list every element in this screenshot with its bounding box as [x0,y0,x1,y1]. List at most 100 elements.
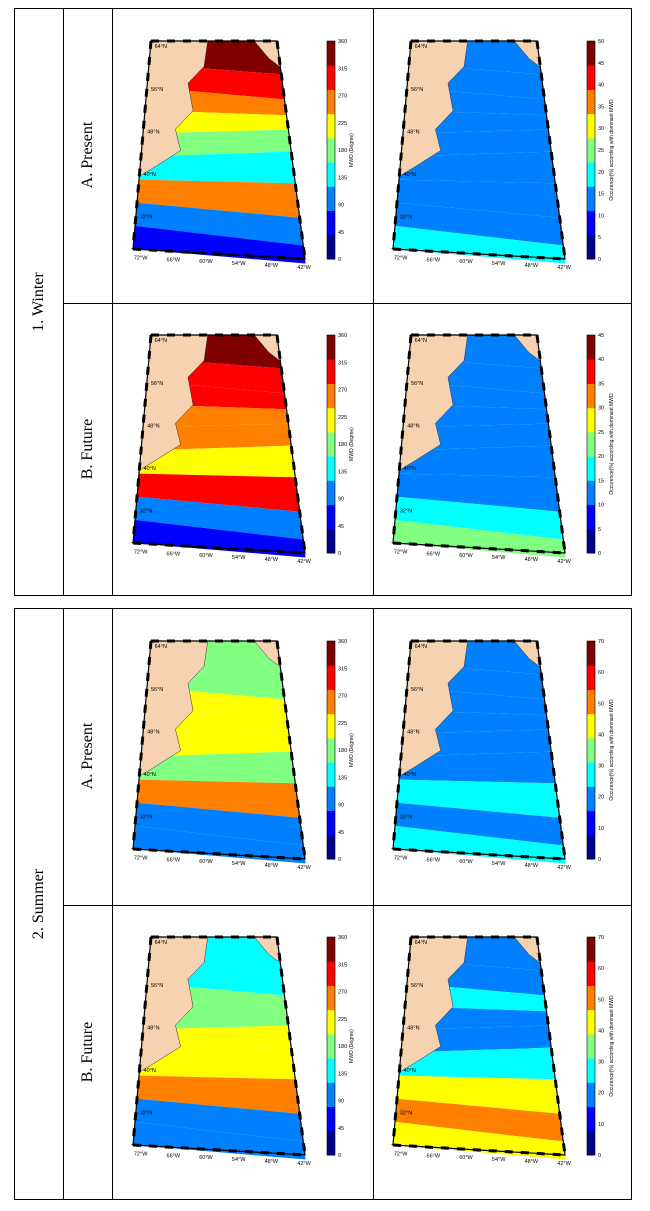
lat-label: 64°N [155,338,167,344]
map-border-left [131,640,153,850]
colorbar-tick-label: 25 [598,148,604,154]
lat-label: 32°N [400,215,412,221]
colorbar-segment [587,210,595,236]
lat-label: 48°N [147,129,159,135]
colorbar-segment [587,985,595,1011]
colorbar-tick-label: 50 [598,39,604,45]
lon-label: 42°W [557,1161,571,1167]
colorbar-segment [587,431,595,457]
lat-label: 40°N [144,172,156,178]
colorbar-title: Occurence(%) according with dominant MWD [609,995,615,1097]
lon-label: 42°W [297,559,311,565]
lon-label: 42°W [297,1161,311,1167]
colorbar-tick-label: 0 [598,1153,601,1159]
colorbar-segment [327,431,335,457]
lat-label: 40°N [144,772,156,778]
lat-label: 40°N [404,772,416,778]
lat-label: 56°N [411,983,423,989]
colorbar-tick-label: 180 [338,442,347,448]
colorbar-tick-label: 45 [598,61,604,67]
map-winter-future-mwd: 64°N 56°N 48°N 40°N 32°N 72°W 66°W 60°W 54°W 48°W… [131,333,355,565]
lon-label: 60°W [459,1155,473,1161]
map-border-right [275,40,307,260]
map-border-bottom [392,541,566,555]
lat-label: 64°N [415,44,427,50]
colorbar-tick-label: 360 [338,39,347,45]
lat-label: 40°N [404,172,416,178]
colorbar-segment [327,335,335,360]
colorbar-tick-label: 90 [338,497,344,503]
lon-label: 42°W [557,265,571,271]
colorbar-tick-label: 30 [598,1060,604,1066]
map-border-left [131,936,153,1146]
colorbar-tick-label: 10 [598,1122,604,1128]
ocean-band [395,496,564,540]
colorbar-segment [327,1082,335,1108]
ocean-band [137,473,300,512]
lon-label: 48°W [265,863,279,869]
ocean-band [135,202,304,246]
colorbar-tick-label: 180 [338,148,347,154]
colorbar-tick-label: 315 [338,66,347,72]
colorbar-tick-label: 0 [598,857,601,863]
lon-label: 66°W [427,1153,441,1159]
lon-label: 66°W [427,551,441,557]
map-winter-future-occurrence: 64°N 56°N 48°N 40°N 32°N 72°W 66°W 60°W 54°W 48°W… [391,333,615,565]
lat-label: 48°N [147,423,159,429]
colorbar-segment [327,41,335,66]
lon-label: 54°W [492,261,506,267]
colorbar-tick-label: 360 [338,333,347,339]
map-border-right [535,936,567,1156]
ocean-band [393,1121,566,1160]
colorbar-tick-label: 180 [338,748,347,754]
row-label-winter-present: A. Present [79,121,96,189]
colorbar-tick-label: 45 [338,830,344,836]
lon-label: 48°W [525,263,539,269]
ocean-band [139,151,296,184]
ocean-band [135,496,304,540]
colorbar-tick-label: 10 [598,826,604,832]
colorbar-segment [587,1058,595,1083]
lon-label: 72°W [134,549,148,555]
map-border-bottom [392,1143,566,1157]
colorbar-segment [327,504,335,530]
colorbar-tick-label: 20 [598,170,604,176]
colorbar-tick-label: 270 [338,388,347,394]
colorbar-tick-label: 90 [338,1099,344,1105]
lon-label: 48°W [265,263,279,269]
colorbar: 0 45 90 135 180 225 270 315 360 MWD (Degree) [326,39,355,263]
lat-label: 40°N [404,1068,416,1074]
land-mass [399,334,468,471]
lat-label: 32°N [400,509,412,515]
map-border-left [131,40,153,250]
colorbar-tick-label: 135 [338,175,347,181]
colorbar-tick-label: 10 [598,503,604,509]
lat-label: 48°N [407,1025,419,1031]
ocean-band [133,1121,306,1160]
ocean-band [399,1047,556,1080]
map-summer-future-mwd: 64°N 56°N 48°N 40°N 32°N 72°W 66°W 60°W 54°W 48°W… [131,935,355,1167]
lat-label: 56°N [411,87,423,93]
lon-label: 54°W [492,555,506,561]
colorbar-segment [587,335,595,360]
colorbar-segment [327,737,335,763]
lon-label: 60°W [199,1155,213,1161]
colorbar-segment [327,689,335,715]
map-border-left [391,40,413,250]
lat-label: 40°N [144,1068,156,1074]
colorbar-tick-label: 315 [338,360,347,366]
lat-label: 40°N [404,466,416,472]
map-winter-present-mwd: 64°N 56°N 48°N 40°N 32°N 72°W 66°W 60°W 54°W 48°W… [131,39,355,271]
colorbar: 0 10 20 30 40 50 60 70 Occurence(%) according wi… [586,935,615,1159]
colorbar-tick-label: 60 [598,670,604,676]
colorbar-segment [327,834,335,860]
lon-label: 54°W [492,1157,506,1163]
ocean-band [393,825,566,864]
colorbar-tick-label: 70 [598,935,604,941]
colorbar-tick-label: 0 [338,857,341,863]
colorbar-tick-label: 30 [598,406,604,412]
colorbar-tick-label: 30 [598,126,604,132]
colorbar-segment [587,359,595,384]
ocean-band [139,1047,296,1080]
colorbar-tick-label: 135 [338,775,347,781]
